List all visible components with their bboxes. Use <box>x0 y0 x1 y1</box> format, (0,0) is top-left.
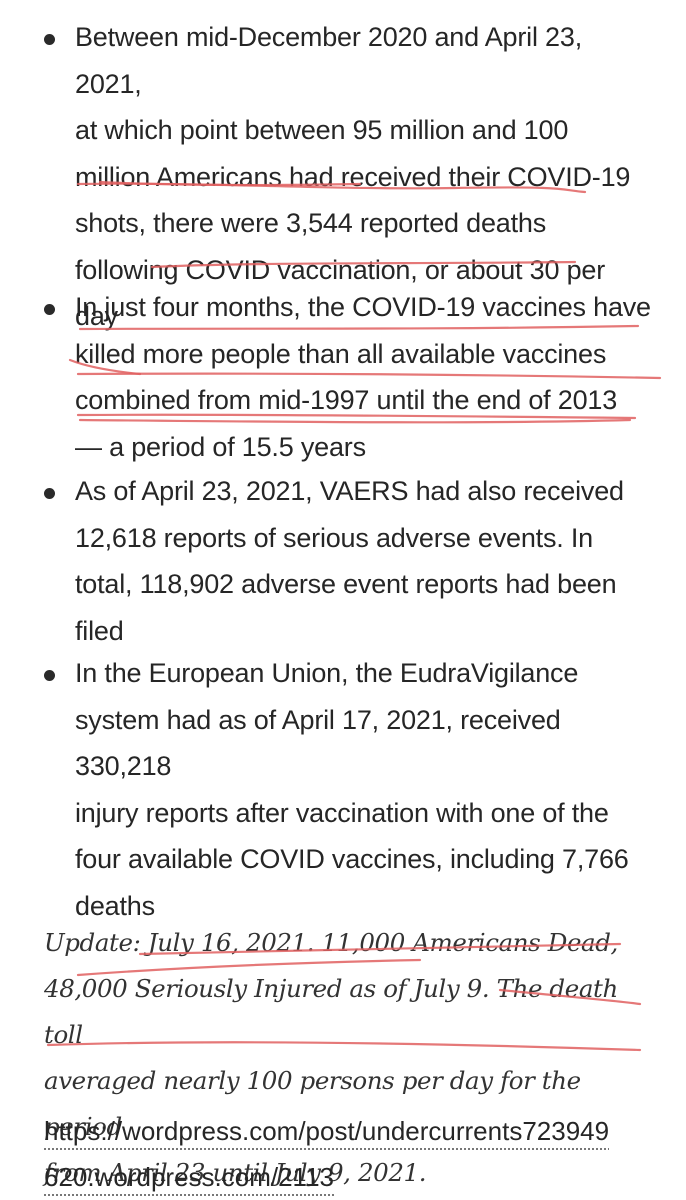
bullet-text: In the European Union, the EudraVigilanc… <box>75 650 655 929</box>
bullet-icon <box>44 670 55 681</box>
text-line: filed <box>75 615 124 646</box>
source-link[interactable]: https://wordpress.com/post/undercurrents… <box>44 1108 644 1200</box>
text-line: In the European Union, the EudraVigilanc… <box>75 658 579 688</box>
bullet-icon <box>44 488 55 499</box>
text-line: Between mid-December 2020 and April 23, … <box>75 22 582 99</box>
text-line: killed more people than all available va… <box>75 338 607 369</box>
text-line: system had as of April 17, 2021, receive… <box>75 704 561 782</box>
text-line: deaths <box>75 890 155 921</box>
text-line: As of April 23, 2021, VAERS had also rec… <box>75 476 624 506</box>
text-line: — a period of 15.5 years <box>75 431 366 462</box>
text-line: 48,000 Seriously Injured as of July 9. T… <box>44 974 618 1049</box>
text-line: at which point between 95 million and 10… <box>75 115 569 145</box>
text-line: following COVID vaccination, or about 30… <box>75 254 605 285</box>
text-line: Update: July 16, 2021. 11,000 Americans … <box>44 928 618 957</box>
text-line: averaged nearly 100 persons per day for … <box>44 1066 581 1141</box>
text-line: million Americans had received their COV… <box>75 161 631 192</box>
text-line: from April 23 until July 9, 2021. <box>44 1158 427 1187</box>
text-line: In just four months, the COVID-19 vaccin… <box>75 292 651 322</box>
text-line: total, 118,902 adverse event reports had… <box>75 569 617 599</box>
link-text[interactable]: 620.wordpress.com/2113 <box>44 1162 335 1192</box>
link-text[interactable]: https://wordpress.com/post/undercurrents… <box>44 1116 610 1146</box>
bullet-icon <box>44 34 55 45</box>
bullet-icon <box>44 304 55 315</box>
text-line: four available COVID vaccines, including… <box>75 844 629 874</box>
text-line: 12,618 reports of serious adverse events… <box>75 522 594 553</box>
text-line: injury reports after vaccination with on… <box>75 797 609 828</box>
text-line: shots, there were 3,544 reported deaths <box>75 208 547 238</box>
bullet-text: In just four months, the COVID-19 vaccin… <box>75 284 655 470</box>
text-line: combined from mid-1997 until the end of … <box>75 385 618 415</box>
bullet-text: As of April 23, 2021, VAERS had also rec… <box>75 468 655 654</box>
